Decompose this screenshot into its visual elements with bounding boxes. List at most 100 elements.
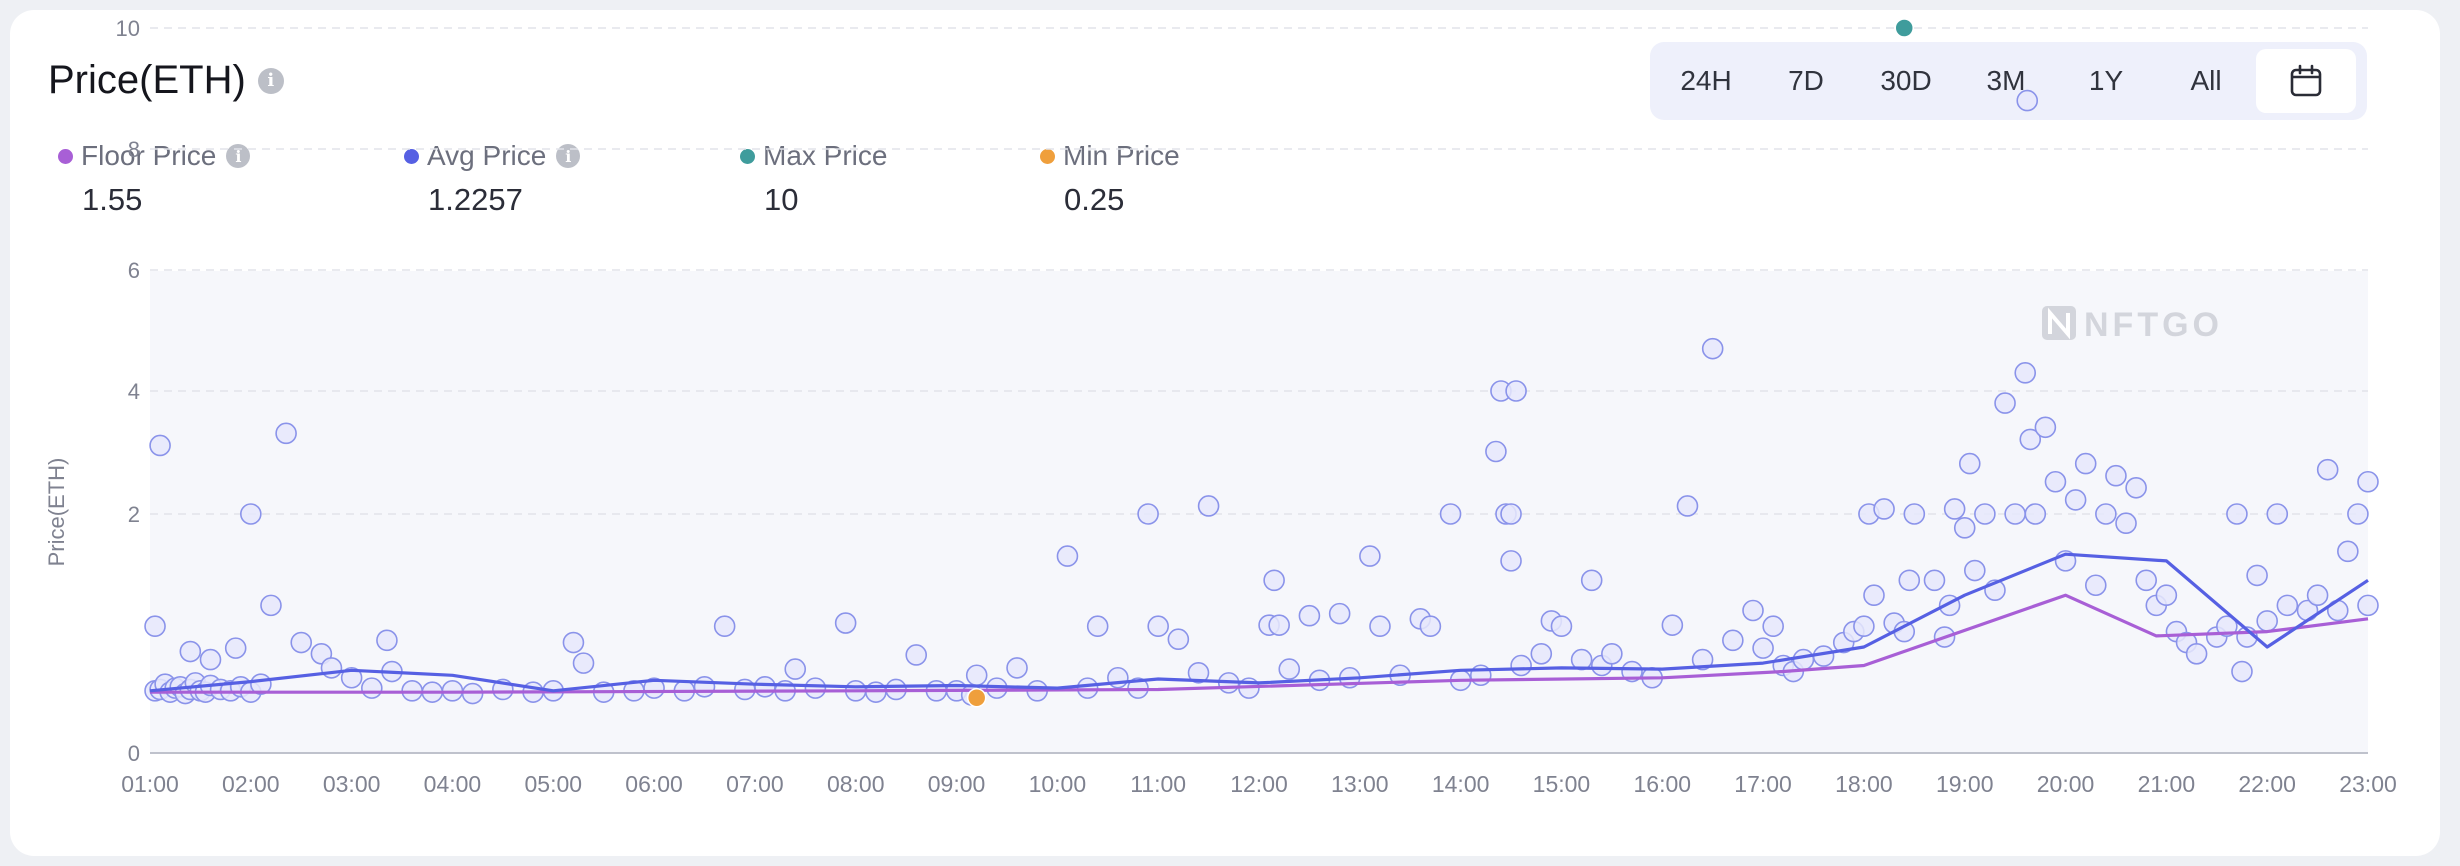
- info-icon[interactable]: i: [257, 67, 284, 94]
- sale-point[interactable]: [1500, 503, 1522, 525]
- sale-point[interactable]: [360, 677, 383, 699]
- sale-point[interactable]: [1086, 615, 1109, 638]
- sale-point[interactable]: [1580, 569, 1603, 592]
- range-3m-button[interactable]: 3M: [1986, 65, 2026, 96]
- sale-point[interactable]: [1510, 654, 1532, 677]
- info-icon[interactable]: i: [556, 144, 581, 168]
- sale-point[interactable]: [1328, 602, 1351, 625]
- sale-point[interactable]: [1974, 503, 1996, 525]
- sale-point[interactable]: [1147, 615, 1169, 638]
- sale-point[interactable]: [1752, 637, 1774, 659]
- sale-point[interactable]: [2019, 428, 2042, 451]
- sale-point[interactable]: [2034, 416, 2057, 439]
- sale-point[interactable]: [290, 631, 313, 654]
- legend-floor-price[interactable]: Floor Price i 1.55: [58, 140, 251, 218]
- sale-point[interactable]: [1500, 550, 1522, 572]
- sale-point[interactable]: [1964, 559, 1986, 582]
- sale-point[interactable]: [2337, 540, 2359, 563]
- sale-point[interactable]: [1923, 569, 1946, 592]
- sale-point[interactable]: [2216, 615, 2238, 638]
- sale-point[interactable]: [2231, 660, 2253, 683]
- sale-point[interactable]: [1167, 628, 1190, 651]
- sale-point[interactable]: [2185, 643, 2208, 665]
- range-30d-button[interactable]: 30D: [1880, 65, 1932, 96]
- sale-point[interactable]: [179, 640, 202, 663]
- sale-point[interactable]: [340, 666, 363, 689]
- sale-point[interactable]: [1278, 658, 1301, 680]
- sale-point[interactable]: [224, 637, 247, 659]
- sale-point[interactable]: [643, 677, 665, 699]
- sale-point[interactable]: [1485, 440, 1507, 463]
- range-24h-button[interactable]: 24H: [1680, 65, 1732, 96]
- sale-point[interactable]: [1263, 569, 1285, 592]
- sale-point[interactable]: [572, 652, 595, 674]
- sale-point[interactable]: [965, 664, 988, 687]
- sale-point[interactable]: [2246, 564, 2268, 587]
- sale-point[interactable]: [1530, 643, 1553, 665]
- min-price-point[interactable]: [966, 688, 987, 708]
- info-icon[interactable]: i: [226, 144, 251, 168]
- sale-point[interactable]: [1661, 614, 1684, 636]
- sale-point[interactable]: [1691, 648, 1714, 671]
- range-all-button[interactable]: All: [2190, 65, 2222, 96]
- sale-point[interactable]: [1359, 545, 1381, 567]
- sale-point[interactable]: [2004, 503, 2026, 525]
- sale-point[interactable]: [1722, 629, 1744, 652]
- sale-point[interactable]: [2115, 512, 2137, 535]
- sale-point[interactable]: [2064, 489, 2087, 511]
- sale-point[interactable]: [1056, 545, 1079, 567]
- legend-min-price[interactable]: Min Price 0.25: [1040, 140, 1180, 218]
- sale-point[interactable]: [1268, 614, 1290, 636]
- sale-point[interactable]: [2357, 594, 2379, 617]
- sale-point[interactable]: [1873, 498, 1895, 520]
- sale-point[interactable]: [260, 594, 282, 617]
- sale-point[interactable]: [2266, 503, 2289, 525]
- sale-point[interactable]: [2316, 458, 2339, 481]
- sale-point[interactable]: [1197, 495, 1220, 517]
- sale-point[interactable]: [149, 434, 171, 457]
- sale-point[interactable]: [2155, 584, 2178, 607]
- sale-point[interactable]: [1187, 661, 1210, 684]
- sale-point[interactable]: [562, 631, 585, 654]
- legend-avg-price[interactable]: Avg Price i 1.2257: [404, 140, 581, 218]
- sale-point[interactable]: [693, 675, 716, 698]
- sale-point[interactable]: [376, 629, 398, 652]
- sale-point[interactable]: [1369, 615, 1391, 638]
- sale-point[interactable]: [2074, 452, 2097, 475]
- sale-point[interactable]: [1953, 517, 1976, 539]
- sale-point[interactable]: [784, 658, 807, 680]
- sale-point[interactable]: [713, 615, 736, 638]
- sale-point[interactable]: [1439, 503, 1462, 525]
- sale-point[interactable]: [1076, 677, 1099, 699]
- sale-point[interactable]: [1419, 615, 1442, 638]
- sale-point[interactable]: [2044, 470, 2067, 493]
- sale-point[interactable]: [1792, 648, 1815, 671]
- sale-point[interactable]: [1958, 452, 1981, 475]
- sale-point[interactable]: [1601, 643, 1623, 665]
- legend-max-price[interactable]: Max Price 10: [740, 140, 887, 218]
- sale-point[interactable]: [1550, 615, 1573, 638]
- max-price-point[interactable]: [1894, 18, 1914, 38]
- sale-point[interactable]: [2276, 594, 2299, 617]
- sale-point[interactable]: [1298, 604, 1321, 627]
- sale-point[interactable]: [1898, 569, 1921, 592]
- sale-point[interactable]: [2347, 503, 2369, 525]
- sale-point[interactable]: [1006, 657, 1028, 679]
- sale-point[interactable]: [2095, 503, 2117, 525]
- sale-point[interactable]: [905, 644, 928, 666]
- sale-point[interactable]: [1903, 503, 1926, 525]
- calendar-button[interactable]: [2256, 49, 2356, 113]
- sale-point[interactable]: [2256, 610, 2278, 632]
- sale-point[interactable]: [2016, 89, 2039, 112]
- range-7d-button[interactable]: 7D: [1788, 65, 1824, 96]
- sale-point[interactable]: [1505, 380, 1527, 402]
- range-1y-button[interactable]: 1Y: [2088, 65, 2124, 96]
- sale-point[interactable]: [754, 675, 776, 698]
- sale-point[interactable]: [804, 677, 827, 699]
- sale-point[interactable]: [834, 612, 857, 634]
- sale-point[interactable]: [2357, 470, 2379, 493]
- sale-point[interactable]: [144, 615, 166, 638]
- sale-point[interactable]: [2024, 503, 2047, 525]
- sale-point[interactable]: [240, 503, 262, 525]
- sale-point[interactable]: [2135, 569, 2157, 592]
